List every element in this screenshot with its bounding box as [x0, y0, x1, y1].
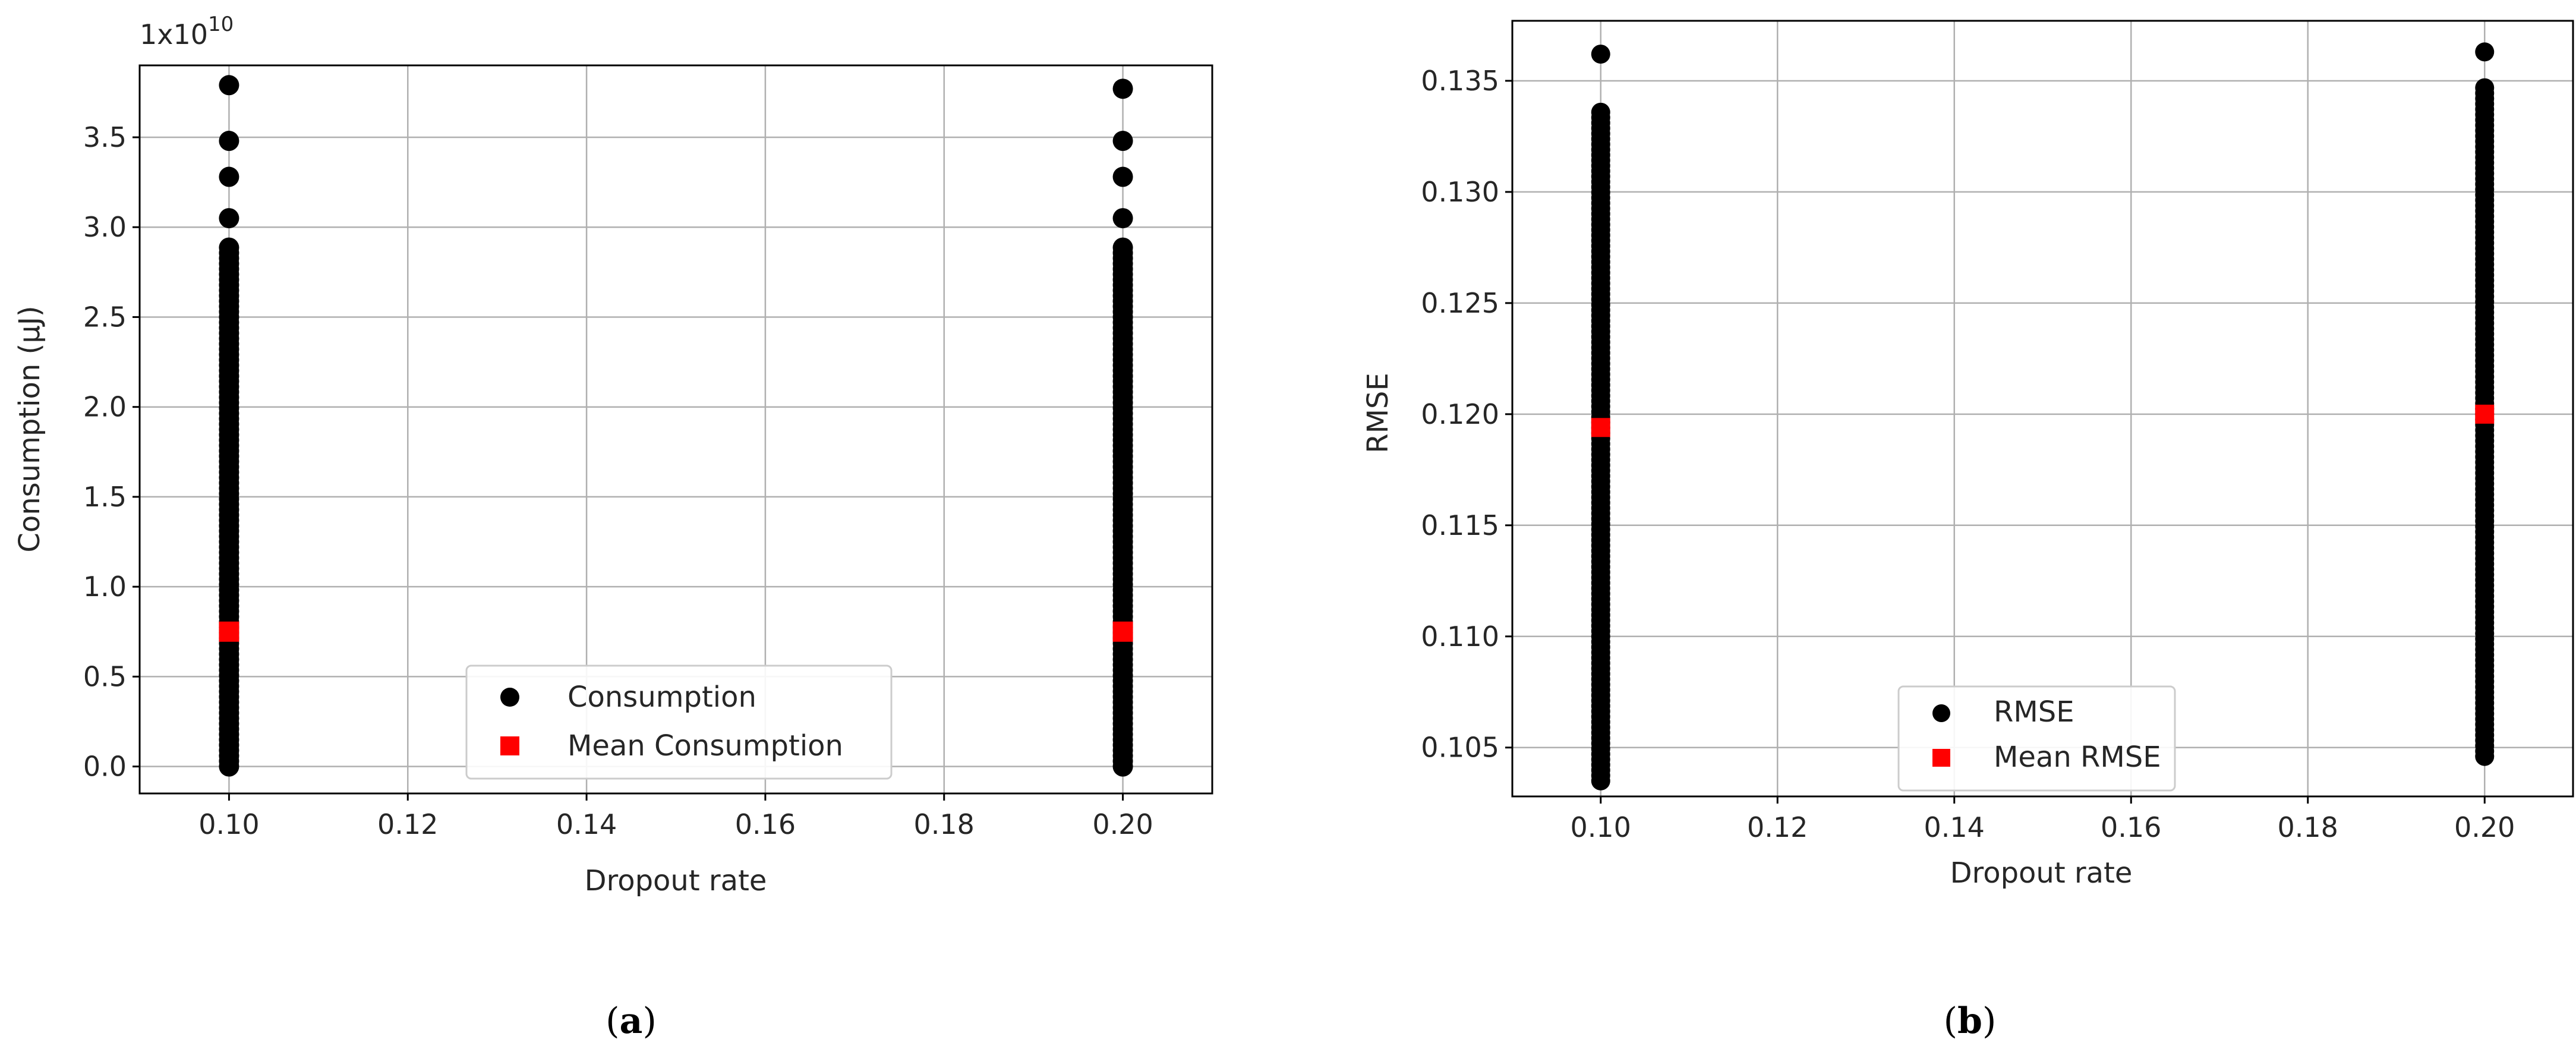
y-ticks-a: 0.0 0.5 1.0 1.5 2.0 2.5 3.0 3.5	[83, 121, 140, 783]
x-tick-label: 0.16	[735, 808, 796, 840]
y-tick-label: 1.5	[83, 481, 127, 513]
x-tick-label: 0.14	[1924, 811, 1985, 843]
chart-panel-a: 0.10 0.12 0.14 0.16 0.18 0.20 0.0 0.5 1.0 1.5 2.0…	[13, 12, 1213, 897]
data-point-rmse	[1591, 102, 1610, 122]
data-point-rmse	[2475, 42, 2495, 62]
x-tick-label: 0.14	[556, 808, 617, 840]
data-point-consumption	[1112, 166, 1133, 187]
y-tick-label: 0.135	[1421, 65, 1499, 97]
x-tick-label: 0.10	[198, 808, 259, 840]
y-tick-label: 2.5	[83, 301, 127, 333]
y-tick-label: 0.110	[1421, 621, 1499, 653]
x-tick-label: 0.18	[914, 808, 975, 840]
x-axis-label-b: Dropout rate	[1950, 856, 2133, 890]
data-point-mean-consumption	[219, 621, 239, 642]
y-multiplier-a: 1x1010	[140, 12, 234, 51]
panel-caption-a: (a)	[606, 1000, 657, 1042]
data-point-mean-rmse	[1591, 418, 1610, 437]
data-point-mean-consumption	[1112, 621, 1133, 642]
chart-panel-b: 0.10 0.12 0.14 0.16 0.18 0.20 0.105 0.110 0.115…	[1361, 20, 2574, 890]
data-point-consumption	[1112, 131, 1133, 152]
y-tick-label: 0.130	[1421, 176, 1499, 208]
legend-marker-mean-rmse	[1932, 749, 1950, 767]
y-tick-label: 2.0	[83, 391, 127, 423]
data-point-consumption	[1112, 237, 1133, 258]
x-tick-label: 0.18	[2278, 811, 2338, 843]
y-tick-label: 0.120	[1421, 398, 1499, 430]
legend-marker-mean-consumption	[500, 736, 519, 755]
data-point-mean-rmse	[2475, 404, 2495, 424]
y-tick-label: 1.0	[83, 571, 127, 603]
data-point-consumption	[219, 237, 239, 258]
data-point-consumption	[1112, 208, 1133, 229]
legend-b: RMSE Mean RMSE	[1897, 685, 2176, 792]
data-point-rmse	[2475, 78, 2495, 97]
x-tick-label: 0.12	[1747, 811, 1808, 843]
data-point-consumption	[1112, 78, 1133, 99]
x-ticks-a: 0.10 0.12 0.14 0.16 0.18 0.20	[198, 793, 1153, 840]
x-tick-label: 0.12	[377, 808, 438, 840]
grid-a	[140, 65, 1212, 793]
plot-area-b	[1512, 21, 2573, 796]
data-point-consumption	[219, 208, 239, 229]
legend-label-mean-rmse: Mean RMSE	[1994, 741, 2161, 774]
legend-box-a	[465, 664, 893, 780]
y-tick-label: 0.0	[83, 751, 127, 783]
plot-frame-a	[138, 64, 1213, 795]
x-tick-label: 0.20	[1092, 808, 1153, 840]
x-tick-label: 0.10	[1571, 811, 1631, 843]
x-tick-label: 0.20	[2454, 811, 2515, 843]
legend-marker-rmse	[1932, 704, 1950, 722]
y-tick-label: 3.0	[83, 211, 127, 243]
y-ticks-b: 0.105 0.110 0.115 0.120 0.125 0.130 0.135	[1421, 65, 1512, 764]
data-point-consumption	[219, 131, 239, 152]
legend-a: Consumption Mean Consumption	[465, 664, 893, 780]
legend-box-b	[1897, 685, 2176, 792]
legend-label-consumption: Consumption	[567, 681, 756, 714]
plot-frame-b	[1511, 20, 2574, 798]
y-tick-label: 0.115	[1421, 509, 1499, 541]
x-tick-label: 0.16	[2101, 811, 2161, 843]
y-tick-label: 0.105	[1421, 732, 1499, 764]
data-marks-a	[219, 75, 1133, 777]
x-ticks-b: 0.10 0.12 0.14 0.16 0.18 0.20	[1571, 796, 2515, 843]
data-point-consumption	[219, 75, 239, 96]
y-axis-label-b: RMSE	[1361, 373, 1395, 453]
y-tick-label: 0.125	[1421, 287, 1499, 319]
data-point-rmse	[1591, 45, 1610, 64]
data-point-consumption	[219, 166, 239, 187]
legend-marker-consumption	[500, 688, 519, 707]
data-marks-b	[1591, 42, 2495, 790]
y-tick-label: 3.5	[83, 121, 127, 153]
x-axis-label-a: Dropout rate	[585, 864, 767, 897]
y-axis-label-a: Consumption (µJ)	[13, 305, 46, 552]
y-tick-label: 0.5	[83, 660, 127, 692]
legend-label-rmse: RMSE	[1994, 695, 2074, 729]
legend-label-mean-consumption: Mean Consumption	[567, 729, 843, 763]
panel-caption-b: (b)	[1944, 1000, 1997, 1042]
